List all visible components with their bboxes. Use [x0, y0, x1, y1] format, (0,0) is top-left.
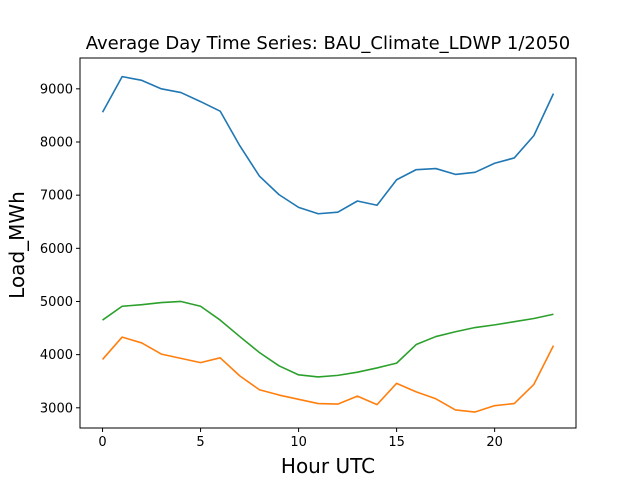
y-tick-label: 6000 — [40, 242, 73, 257]
y-tick-label: 7000 — [40, 189, 73, 204]
y-tick-label: 4000 — [40, 348, 73, 363]
x-tick-label: 20 — [486, 435, 503, 450]
y-tick-label: 8000 — [40, 135, 73, 150]
series-line-3 — [102, 300, 554, 378]
x-tick-label: 10 — [290, 435, 307, 450]
x-axis-label: Hour UTC — [281, 454, 375, 478]
series-line-1 — [101, 75, 555, 215]
plot-frame — [79, 57, 577, 429]
y-tick-label: 5000 — [40, 295, 73, 310]
x-tick-label: 0 — [98, 435, 106, 450]
series-line-2 — [101, 336, 555, 413]
x-tick-label: 5 — [196, 435, 204, 450]
y-axis-label: Load_MWh — [5, 191, 29, 299]
chart-title: Average Day Time Series: BAU_Climate_LDW… — [86, 33, 571, 54]
x-tick-label: 15 — [388, 435, 405, 450]
y-tick-label: 9000 — [40, 82, 73, 97]
y-tick-label: 3000 — [40, 401, 73, 416]
